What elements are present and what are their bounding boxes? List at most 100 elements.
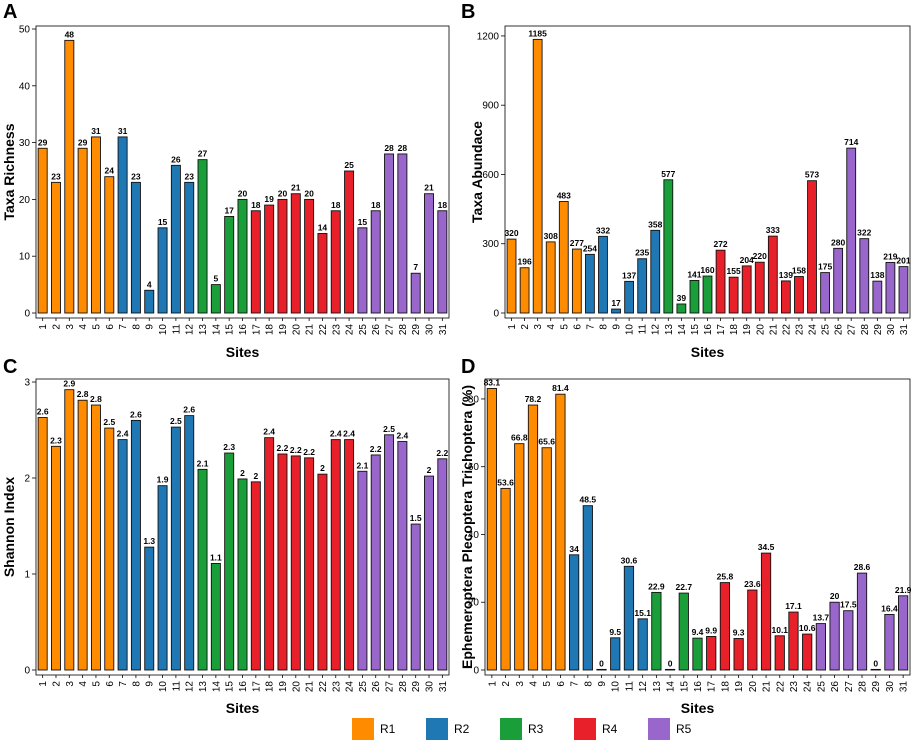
x-tick-label: 18 — [265, 324, 276, 336]
x-tick-label: 13 — [198, 681, 209, 693]
data-label: 21 — [291, 183, 301, 193]
data-label: 2.1 — [356, 460, 368, 470]
data-label: 9.5 — [609, 627, 621, 637]
bar-site-2 — [519, 267, 530, 314]
bar-site-13 — [651, 591, 662, 671]
bar-site-13 — [197, 468, 208, 671]
y-tick-label: 0 — [24, 309, 30, 320]
bar-site-17 — [250, 481, 261, 671]
legend-label-r4: R4 — [602, 722, 618, 736]
x-tick-label: 25 — [358, 681, 369, 693]
y-tick-label: 1200 — [477, 31, 500, 42]
data-label: 2.5 — [383, 424, 395, 434]
bar-site-13 — [197, 159, 208, 314]
x-tick-label: 22 — [781, 324, 792, 336]
bar-site-19 — [277, 453, 288, 671]
data-label: 2.4 — [330, 429, 342, 439]
bar-site-20 — [290, 455, 301, 671]
data-label: 5 — [213, 274, 218, 284]
data-label: 31 — [91, 126, 101, 136]
x-tick-label: 23 — [789, 681, 800, 693]
x-tick-label: 8 — [583, 681, 594, 687]
x-tick-label: 12 — [651, 324, 662, 336]
data-label: 2.8 — [77, 389, 89, 399]
x-tick-label: 2 — [520, 324, 531, 330]
data-label: 1.9 — [157, 475, 169, 485]
legend-label-r1: R1 — [380, 722, 396, 736]
x-tick-label: 10 — [625, 324, 636, 336]
y-axis-title: Ephemeroptera Plecoptera Trichoptera (%) — [459, 385, 475, 669]
x-tick-label: 5 — [91, 681, 102, 687]
data-label: 272 — [713, 239, 727, 249]
x-tick-label: 8 — [598, 324, 609, 330]
data-label: 358 — [648, 219, 662, 229]
x-tick-label: 23 — [331, 681, 342, 693]
data-label: 0 — [873, 658, 878, 668]
bar-site-10 — [157, 485, 168, 671]
bar-site-12 — [637, 618, 648, 671]
data-label: 2.2 — [303, 447, 315, 457]
x-tick-label: 19 — [278, 681, 289, 693]
x-tick-label: 19 — [734, 681, 745, 693]
data-label: 18 — [331, 200, 341, 210]
bar-site-21 — [304, 198, 315, 314]
bar-site-18 — [728, 276, 739, 314]
bar-site-29 — [870, 668, 881, 671]
x-tick-label: 19 — [742, 324, 753, 336]
bar-site-11 — [170, 426, 181, 671]
data-label: 20 — [304, 188, 314, 198]
x-tick-label: 7 — [585, 324, 596, 330]
bar-site-7 — [569, 554, 580, 671]
bar-site-9 — [144, 546, 155, 671]
y-tick-label: 3 — [24, 378, 30, 389]
bar-site-15 — [224, 452, 235, 671]
data-label: 714 — [844, 137, 858, 147]
x-tick-label: 30 — [885, 681, 896, 693]
bar-site-27 — [384, 153, 395, 314]
x-tick-label: 8 — [131, 681, 142, 687]
bar-site-23 — [330, 439, 341, 671]
panel-letter: A — [3, 1, 17, 23]
data-label: 2 — [253, 471, 258, 481]
panel-letter: D — [461, 356, 475, 378]
x-tick-label: 11 — [171, 324, 182, 335]
x-tick-label: 20 — [755, 324, 766, 336]
x-tick-label: 16 — [693, 681, 704, 693]
bar-site-15 — [689, 279, 700, 314]
legend-swatch-r4 — [574, 718, 596, 740]
data-label: 20 — [238, 188, 248, 198]
x-axis-title: Sites — [691, 344, 725, 360]
data-label: 18 — [371, 200, 381, 210]
data-label: 17.5 — [840, 600, 857, 610]
data-label: 9.9 — [705, 625, 717, 635]
data-label: 17 — [224, 205, 234, 215]
y-tick-label: 0 — [24, 666, 30, 677]
bar-site-10 — [624, 280, 635, 314]
data-label: 17 — [611, 298, 621, 308]
bar-site-18 — [264, 204, 275, 314]
data-label: 81.4 — [552, 383, 569, 393]
bar-site-9 — [144, 289, 155, 314]
x-tick-label: 13 — [652, 681, 663, 693]
bar-site-27 — [384, 434, 395, 671]
data-label: 332 — [596, 225, 610, 235]
y-tick-label: 20 — [19, 195, 31, 206]
x-tick-label: 31 — [899, 681, 910, 693]
data-label: 48 — [65, 29, 75, 39]
data-label: 10.6 — [799, 623, 816, 633]
bar-site-24 — [344, 170, 355, 314]
bar-site-22 — [780, 280, 791, 314]
bar-site-14 — [664, 668, 676, 671]
bar-site-28 — [859, 238, 870, 314]
x-tick-label: 21 — [305, 681, 316, 693]
x-tick-label: 9 — [597, 681, 608, 687]
data-label: 20 — [830, 591, 840, 601]
x-tick-label: 2 — [51, 681, 62, 687]
legend-swatch-r5 — [648, 718, 670, 740]
x-tick-label: 4 — [546, 324, 557, 330]
data-label: 29 — [38, 137, 48, 147]
data-label: 23 — [131, 171, 141, 181]
data-label: 2.6 — [183, 405, 195, 415]
x-tick-label: 22 — [775, 681, 786, 693]
legend-label-r2: R2 — [454, 722, 470, 736]
